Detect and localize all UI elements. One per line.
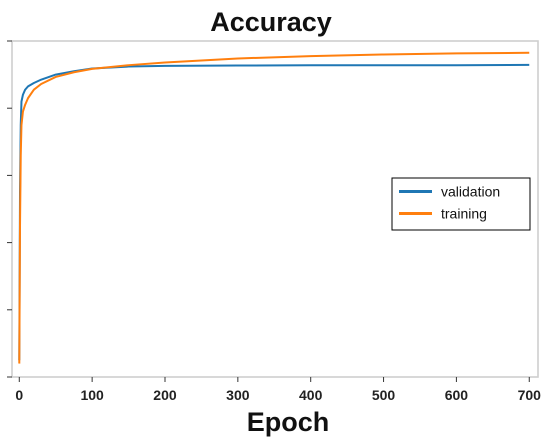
x-tick-label: 600 bbox=[445, 387, 469, 403]
series-layer bbox=[18, 51, 530, 364]
y-axis-ticks bbox=[7, 40, 12, 378]
legend-box bbox=[391, 177, 531, 231]
legend-label-training: training bbox=[441, 206, 487, 222]
legend-label-validation: validation bbox=[441, 184, 500, 200]
x-tick-label: 0 bbox=[15, 387, 23, 403]
x-tick-label: 100 bbox=[80, 387, 104, 403]
chart-title: Accuracy bbox=[210, 7, 332, 37]
x-tick-label: 700 bbox=[518, 387, 542, 403]
x-tick-label: 400 bbox=[299, 387, 323, 403]
x-axis-ticks: 0 100 200 300 400 500 600 700 bbox=[15, 377, 541, 403]
series-line-training bbox=[18, 51, 530, 364]
x-axis-label: Epoch bbox=[247, 407, 330, 437]
legend: validation training bbox=[391, 177, 531, 231]
x-tick-label: 200 bbox=[153, 387, 177, 403]
series-line-validation bbox=[18, 63, 530, 361]
x-tick-label: 300 bbox=[226, 387, 250, 403]
x-tick-label: 500 bbox=[372, 387, 396, 403]
